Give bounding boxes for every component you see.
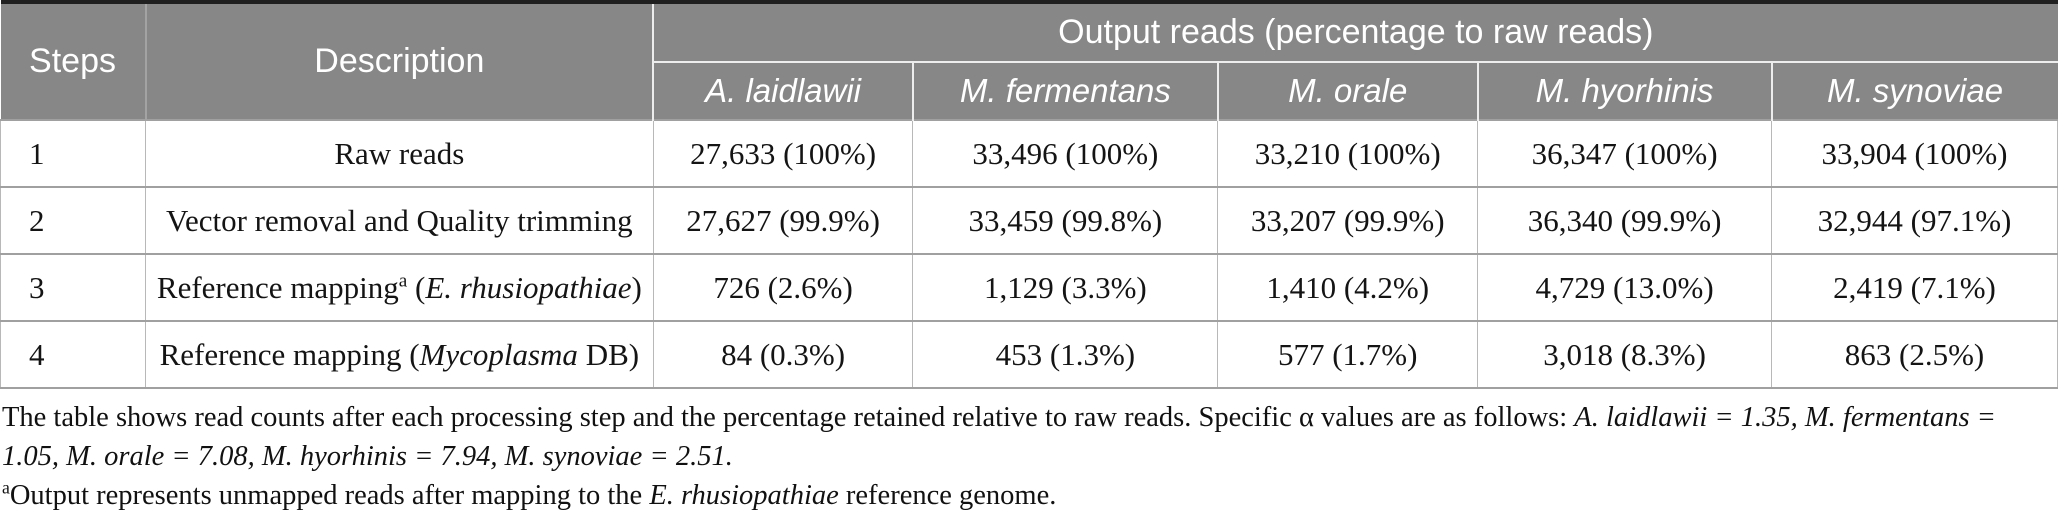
cell-value: 1,410 (4.2%) [1217,253,1479,322]
cell-value: 4,729 (13.0%) [1477,253,1773,322]
cell-description: Vector removal and Quality trimming [145,186,654,255]
cell-value: 453 (1.3%) [912,320,1219,389]
col-header-m-synoviae: M. synoviae [1770,61,2058,120]
cell-value: 33,459 (99.8%) [912,186,1219,255]
table-body: 1 Raw reads 27,633 (100%) 33,496 (100%) 33,2… [0,119,2058,389]
footnote: aOutput represents unmapped reads after … [2,477,1057,511]
cell-value: 2,419 (7.1%) [1771,253,2058,322]
cell-value: 36,347 (100%) [1477,119,1773,188]
cell-step: 4 [0,320,147,389]
cell-value: 84 (0.3%) [652,320,914,389]
col-header-m-hyorhinis: M. hyorhinis [1476,61,1772,120]
cell-value: 33,207 (99.9%) [1217,186,1479,255]
col-header-m-fermentans: M. fermentans [911,61,1218,120]
reads-table: Steps Description Output reads (percenta… [0,0,2058,389]
cell-description: Reference mappinga (E. rhusiopathiae) [145,253,654,322]
cell-value: 3,018 (8.3%) [1477,320,1773,389]
cell-description: Reference mapping (Mycoplasma DB) [145,320,654,389]
cell-value: 27,633 (100%) [652,119,914,188]
cell-value: 726 (2.6%) [652,253,914,322]
table-row: 1 Raw reads 27,633 (100%) 33,496 (100%) 33,2… [0,119,2058,188]
col-header-a-laidlawii: A. laidlawii [653,61,913,120]
footnote: The table shows read counts after each p… [2,402,1996,472]
table-footnotes: The table shows read counts after each p… [0,389,2058,514]
table-header: Steps Description Output reads (percenta… [0,2,2058,120]
table-row: 2 Vector removal and Quality trimming 27,6… [0,186,2058,255]
col-header-steps: Steps [0,2,147,120]
cell-value: 27,627 (99.9%) [652,186,914,255]
table-row: 4 Reference mapping (Mycoplasma DB) 84 (0.… [0,320,2058,389]
col-header-description: Description [145,2,655,120]
col-header-m-orale: M. orale [1216,61,1478,120]
cell-description: Raw reads [145,119,654,188]
cell-value: 36,340 (99.9%) [1477,186,1773,255]
cell-value: 577 (1.7%) [1217,320,1479,389]
cell-value: 33,904 (100%) [1771,119,2058,188]
cell-value: 33,210 (100%) [1217,119,1479,188]
col-header-output-reads: Output reads (percentage to raw reads) [653,2,2058,62]
cell-value: 32,944 (97.1%) [1771,186,2058,255]
cell-step: 3 [0,253,147,322]
cell-value: 33,496 (100%) [912,119,1219,188]
cell-step: 1 [0,119,147,188]
cell-value: 863 (2.5%) [1771,320,2058,389]
cell-value: 1,129 (3.3%) [912,253,1219,322]
table-row: 3 Reference mappinga (E. rhusiopathiae) 72… [0,253,2058,322]
cell-step: 2 [0,186,147,255]
